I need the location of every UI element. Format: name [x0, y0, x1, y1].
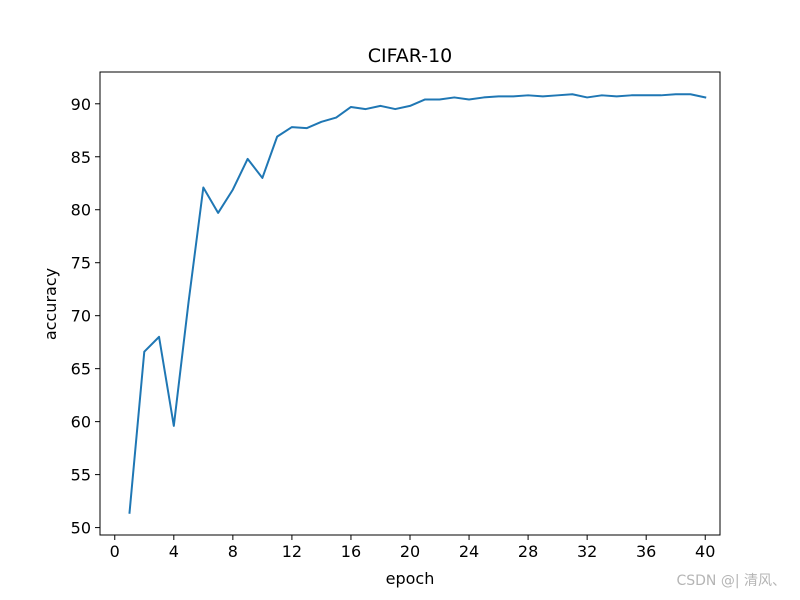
- plot-frame: [99, 71, 721, 536]
- x-tick-label: 32: [577, 542, 597, 561]
- x-tick-label: 8: [228, 542, 238, 561]
- x-tick-label: 4: [169, 542, 179, 561]
- y-tick-label: 60: [71, 413, 91, 432]
- x-tick-label: 24: [459, 542, 479, 561]
- x-axis-label: epoch: [386, 569, 435, 588]
- y-tick-label: 90: [71, 95, 91, 114]
- y-tick-label: 65: [71, 360, 91, 379]
- y-tick-label: 85: [71, 148, 91, 167]
- y-tick-label: 55: [71, 466, 91, 485]
- y-axis-label: accuracy: [41, 268, 60, 340]
- watermark: CSDN @| 清风、: [676, 573, 786, 589]
- axes: 0 4 8 12 16 20 24 28 32 36 40 50 55 60 65 70 75 80 85 90: [71, 71, 721, 561]
- y-tick-label: 50: [71, 519, 91, 538]
- y-tick-label: 75: [71, 254, 91, 273]
- x-tick-label: 28: [518, 542, 538, 561]
- series-group: [128, 93, 707, 514]
- x-tick-label: 36: [636, 542, 656, 561]
- x-tick-label: 40: [695, 542, 715, 561]
- y-tick-label: 80: [71, 201, 91, 220]
- x-tick-label: 16: [341, 542, 361, 561]
- y-tick-label: 70: [71, 307, 91, 326]
- x-tick-label: 12: [282, 542, 302, 561]
- chart-title: CIFAR-10: [368, 45, 453, 67]
- x-tick-label: 20: [400, 542, 420, 561]
- x-tick-label: 0: [110, 542, 120, 561]
- series-line: [128, 93, 707, 514]
